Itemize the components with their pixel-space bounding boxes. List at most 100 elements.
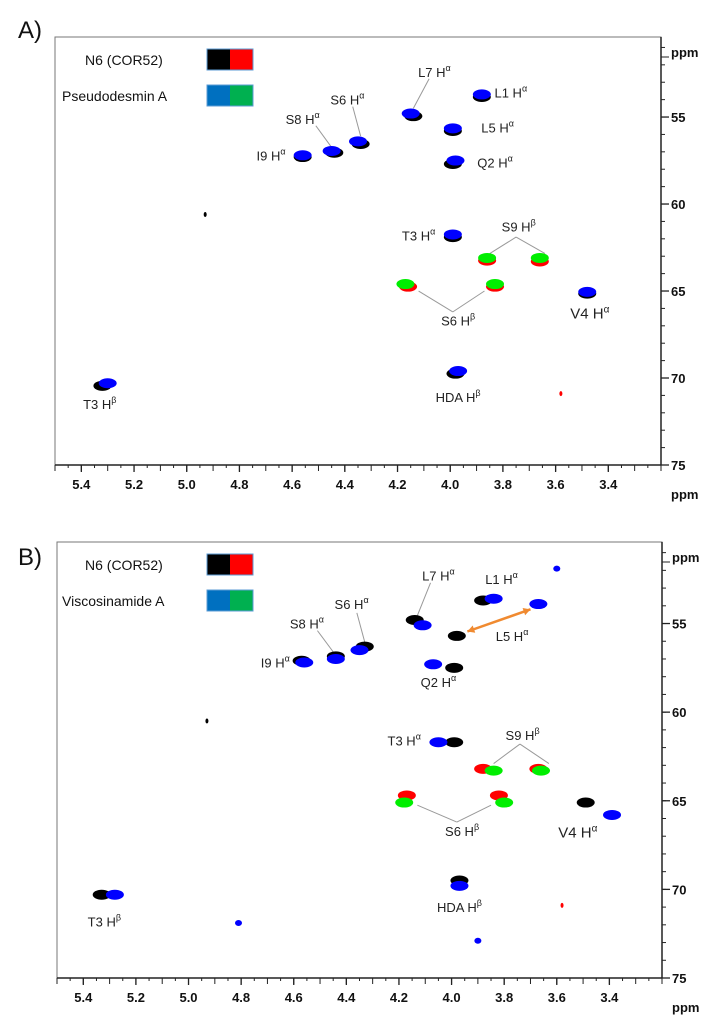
y-tick-label: 65 (672, 794, 686, 809)
peak-label-superscript: α (430, 226, 435, 236)
peak (478, 252, 497, 263)
legend-swatch (207, 554, 230, 575)
peak (326, 653, 345, 664)
leader-line (317, 630, 334, 653)
legend-swatch (230, 49, 253, 70)
peak-label-text: S8 H (286, 112, 315, 127)
peak (530, 252, 549, 263)
peak-label: HDA Hβ (436, 388, 481, 405)
y-tick-label: 75 (672, 971, 686, 986)
peak-label-superscript: α (522, 84, 527, 94)
peak-label-text: L7 H (418, 65, 445, 80)
x-tick-label: 3.4 (599, 477, 618, 492)
peak-label-superscript: β (475, 388, 480, 398)
leader-line (519, 743, 550, 764)
peak-label: Q2 Hα (477, 153, 513, 170)
peak (293, 150, 312, 161)
peak (350, 645, 369, 656)
peak (472, 89, 491, 100)
x-tick-label: 3.6 (548, 990, 566, 1005)
peak (443, 229, 462, 240)
legend-swatch-border (206, 553, 254, 576)
y-tick-label: 55 (671, 110, 685, 125)
legend-label: Pseudodesmin A (62, 88, 168, 104)
peak (532, 765, 550, 776)
peak-label-text: T3 H (83, 397, 111, 412)
peak-label-text: S9 H (502, 220, 531, 235)
peak-label: I9 Hα (257, 146, 286, 163)
legend-swatch (207, 49, 230, 70)
peak-label-superscript: α (363, 595, 368, 605)
peak-label-text: S6 H (330, 93, 359, 108)
peak-label-text: HDA H (436, 390, 476, 405)
series-n6-cor52-ch (93, 92, 597, 391)
y-axis-label: ppm (672, 550, 699, 565)
leader-line (352, 106, 362, 137)
leader-line (515, 236, 546, 255)
legend-label: Viscosinamide A (62, 593, 165, 609)
legend-swatch-border (206, 48, 254, 71)
peak-label-text: L5 H (481, 120, 508, 135)
peak-label-text: L1 H (494, 86, 521, 101)
peak-label: S9 Hβ (506, 726, 540, 743)
peak-label-text: S6 H (445, 824, 474, 839)
peak-label-text: L7 H (422, 569, 449, 584)
series-pseudodesmin-a-ch2 (396, 252, 549, 290)
series-n6-cor52-ch2 (397, 763, 564, 908)
peak (450, 880, 469, 891)
y-tick-label: 60 (671, 197, 685, 212)
series-n6-cor52-ch2 (399, 255, 563, 397)
leader-line (489, 236, 517, 255)
leader-line (452, 290, 485, 313)
peak (474, 937, 482, 944)
peak-label: T3 Hβ (88, 912, 121, 929)
peak-label-superscript: β (470, 312, 475, 322)
peak (486, 279, 505, 290)
leader-line (315, 125, 333, 148)
x-tick-label: 4.4 (336, 477, 355, 492)
panel-label: A) (18, 17, 42, 44)
peak-label-superscript: α (508, 153, 513, 163)
peak-label-superscript: α (523, 627, 528, 637)
peak (445, 737, 464, 748)
x-tick-label: 4.8 (230, 477, 248, 492)
peak-label-text: T3 H (402, 228, 430, 243)
peak-label-text: V4 H (570, 306, 603, 323)
legend-swatch (230, 85, 253, 106)
peak-label: HDA Hβ (437, 898, 482, 915)
peak-label-superscript: α (592, 824, 598, 835)
peak-label: V4 Hα (558, 824, 597, 842)
peak-label: L5 Hα (481, 118, 514, 135)
peak-label: S9 Hβ (502, 218, 536, 235)
peak-label-superscript: β (477, 898, 482, 908)
x-tick-label: 5.2 (125, 477, 143, 492)
peak (295, 657, 314, 668)
x-tick-label: 3.8 (494, 477, 512, 492)
peak-label: L7 Hα (422, 567, 455, 584)
peak-label-superscript: α (416, 732, 421, 742)
peak (449, 366, 468, 377)
peak (429, 737, 448, 748)
peak-label: S6 Hβ (445, 822, 479, 839)
peak-label-text: S6 H (335, 597, 364, 612)
arrow-head (522, 608, 531, 616)
peak-label: S8 Hα (286, 110, 320, 127)
peak (424, 659, 443, 670)
y-tick-label: 75 (671, 458, 685, 473)
leader-line (356, 612, 366, 643)
peak-label-superscript: α (513, 570, 518, 580)
leader-line (456, 804, 492, 823)
peak-label-text: L1 H (485, 572, 512, 587)
legend-swatch (230, 590, 253, 611)
peak (603, 809, 622, 820)
peak-label-text: I9 H (261, 656, 285, 671)
legend-label: N6 (COR52) (85, 52, 163, 68)
panel-a: A) 5.4 5.2 5.0 4.8 4.6 4.4 4.2 4.0 3.8 3.6 3.4 ppm 55… (18, 17, 698, 502)
peak (413, 620, 432, 631)
peak-label: T3 Hα (388, 732, 421, 749)
x-tick-label: 3.6 (547, 477, 565, 492)
peak-label-superscript: α (315, 110, 320, 120)
peak (395, 797, 414, 808)
x-tick-label: 5.4 (72, 477, 91, 492)
